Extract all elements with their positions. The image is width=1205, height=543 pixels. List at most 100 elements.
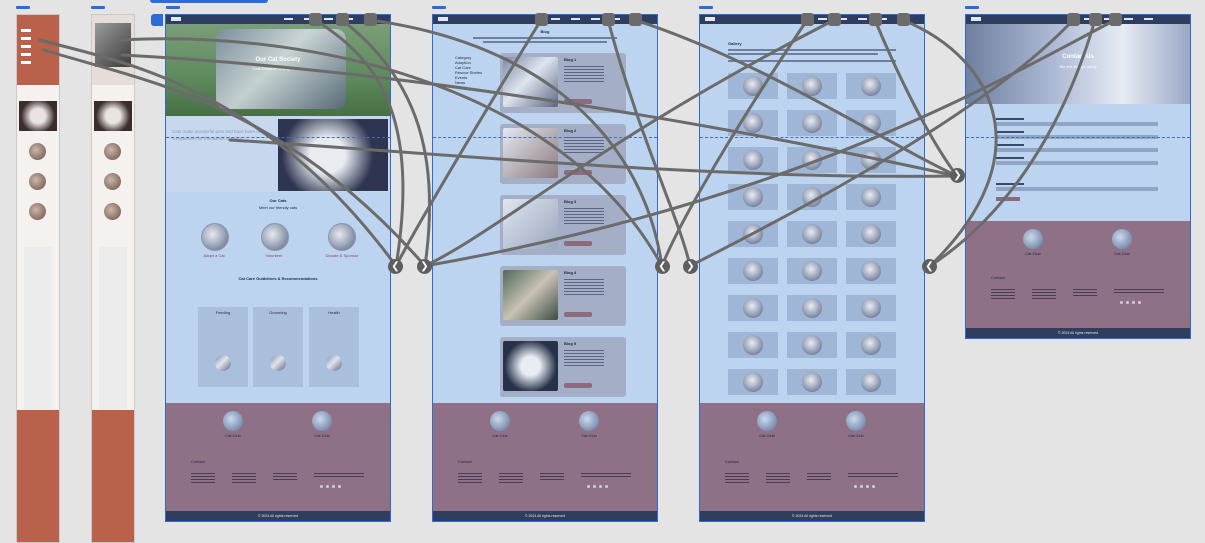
connection-handle[interactable] xyxy=(535,13,548,26)
read-more-button[interactable] xyxy=(564,99,592,104)
wire[interactable] xyxy=(606,18,692,268)
wire[interactable] xyxy=(42,48,427,268)
gallery-cell[interactable] xyxy=(846,295,896,321)
nav-link[interactable] xyxy=(1124,18,1133,20)
board-label-home[interactable] xyxy=(166,6,180,9)
connection-handle[interactable] xyxy=(364,13,377,26)
mobile-nav-item[interactable] xyxy=(21,45,31,48)
read-more-button[interactable] xyxy=(564,312,592,317)
gallery-cell[interactable] xyxy=(787,332,837,358)
wire[interactable] xyxy=(873,18,959,178)
blog-card[interactable]: Blog 5 xyxy=(500,337,626,397)
wire[interactable] xyxy=(340,18,432,268)
name-field[interactable] xyxy=(996,122,1158,126)
nav-link[interactable] xyxy=(878,18,887,20)
adopt-avatar[interactable] xyxy=(201,223,229,251)
wire[interactable] xyxy=(368,18,664,268)
arrow-right-icon[interactable]: ❯ xyxy=(417,259,432,274)
social-icons[interactable] xyxy=(320,485,341,488)
wire[interactable] xyxy=(901,18,998,268)
gallery-cell[interactable] xyxy=(846,369,896,395)
message-field[interactable] xyxy=(996,187,1158,191)
gallery-cell[interactable] xyxy=(787,147,837,173)
wire[interactable] xyxy=(423,18,1117,268)
connection-handle[interactable] xyxy=(828,13,841,26)
phone-field[interactable] xyxy=(996,148,1158,152)
desktop-board-gallery[interactable]: Gallery Cat Club Cat Club Contact © 2024… xyxy=(699,14,925,522)
wire[interactable] xyxy=(118,37,664,268)
wire[interactable] xyxy=(660,18,809,268)
nav-link[interactable] xyxy=(858,18,867,20)
wire[interactable] xyxy=(38,38,398,268)
board-label-gallery[interactable] xyxy=(699,6,713,9)
wire[interactable] xyxy=(228,138,959,178)
blog-card[interactable]: Blog 3 xyxy=(500,195,626,255)
connection-handle[interactable] xyxy=(1089,13,1102,26)
gallery-cell[interactable] xyxy=(728,295,778,321)
blog-card[interactable]: Blog 1 xyxy=(500,53,626,113)
board-label-contact[interactable] xyxy=(965,6,979,9)
nav-link[interactable] xyxy=(1104,18,1113,20)
mobile-board-2[interactable] xyxy=(91,14,135,543)
connection-handle[interactable] xyxy=(629,13,642,26)
arrow-left-icon[interactable]: ❮ xyxy=(922,259,937,274)
board-label-mobile-2[interactable] xyxy=(91,6,105,9)
gallery-cell[interactable] xyxy=(846,73,896,99)
volunteer-avatar[interactable] xyxy=(261,223,289,251)
gallery-cell[interactable] xyxy=(846,258,896,284)
social-icons[interactable] xyxy=(587,485,608,488)
wire[interactable] xyxy=(633,18,959,178)
connection-handle[interactable] xyxy=(869,13,882,26)
gallery-cell[interactable] xyxy=(728,147,778,173)
wire[interactable] xyxy=(313,18,405,268)
wire[interactable] xyxy=(120,53,959,178)
gallery-cell[interactable] xyxy=(728,332,778,358)
connection-handle[interactable] xyxy=(801,13,814,26)
category-item[interactable]: Cat Care xyxy=(455,65,472,70)
gallery-cell[interactable] xyxy=(787,221,837,247)
social-icons[interactable] xyxy=(1120,301,1141,304)
arrow-right-icon[interactable]: ❯ xyxy=(950,168,965,183)
connection-handle[interactable] xyxy=(897,13,910,26)
read-more-button[interactable] xyxy=(564,241,592,246)
connection-handle[interactable] xyxy=(1109,13,1122,26)
wire[interactable] xyxy=(688,18,1075,268)
arrow-left-icon[interactable]: ❮ xyxy=(655,259,670,274)
connection-handle[interactable] xyxy=(309,13,322,26)
nav-link[interactable] xyxy=(304,18,313,20)
connection-handle[interactable] xyxy=(1067,13,1080,26)
nav-link[interactable] xyxy=(611,18,620,20)
gallery-cell[interactable] xyxy=(787,295,837,321)
connection-handle[interactable] xyxy=(336,13,349,26)
mobile-nav-item[interactable] xyxy=(21,37,31,40)
gallery-cell[interactable] xyxy=(846,332,896,358)
social-icons[interactable] xyxy=(854,485,875,488)
category-item[interactable]: Adoption xyxy=(455,60,471,65)
donate-avatar[interactable] xyxy=(328,223,356,251)
gallery-cell[interactable] xyxy=(728,110,778,136)
board-label-blog[interactable] xyxy=(432,6,446,9)
arrow-left-icon[interactable]: ❮ xyxy=(388,259,403,274)
nav-link[interactable] xyxy=(591,18,600,20)
arrow-right-icon[interactable]: ❯ xyxy=(683,259,698,274)
gallery-cell[interactable] xyxy=(787,184,837,210)
blog-card[interactable]: Blog 4 xyxy=(500,266,626,326)
submit-button[interactable] xyxy=(996,197,1020,201)
read-more-button[interactable] xyxy=(564,383,592,388)
wire[interactable] xyxy=(394,18,543,268)
read-more-button[interactable] xyxy=(564,170,592,175)
board-label-mobile-1[interactable] xyxy=(16,6,30,9)
gallery-cell[interactable] xyxy=(728,369,778,395)
nav-link[interactable] xyxy=(1144,18,1153,20)
nav-link[interactable] xyxy=(1084,18,1093,20)
selected-frame-tab[interactable] xyxy=(151,14,163,26)
nav-link[interactable] xyxy=(324,18,333,20)
mobile-nav-item[interactable] xyxy=(21,29,31,32)
category-item[interactable]: Events xyxy=(455,75,468,80)
wire[interactable] xyxy=(928,18,1097,268)
mobile-nav-item[interactable] xyxy=(21,61,31,64)
mobile-nav-item[interactable] xyxy=(21,53,31,56)
gallery-cell[interactable] xyxy=(787,369,837,395)
gallery-cell[interactable] xyxy=(728,258,778,284)
gallery-cell[interactable] xyxy=(787,110,837,136)
